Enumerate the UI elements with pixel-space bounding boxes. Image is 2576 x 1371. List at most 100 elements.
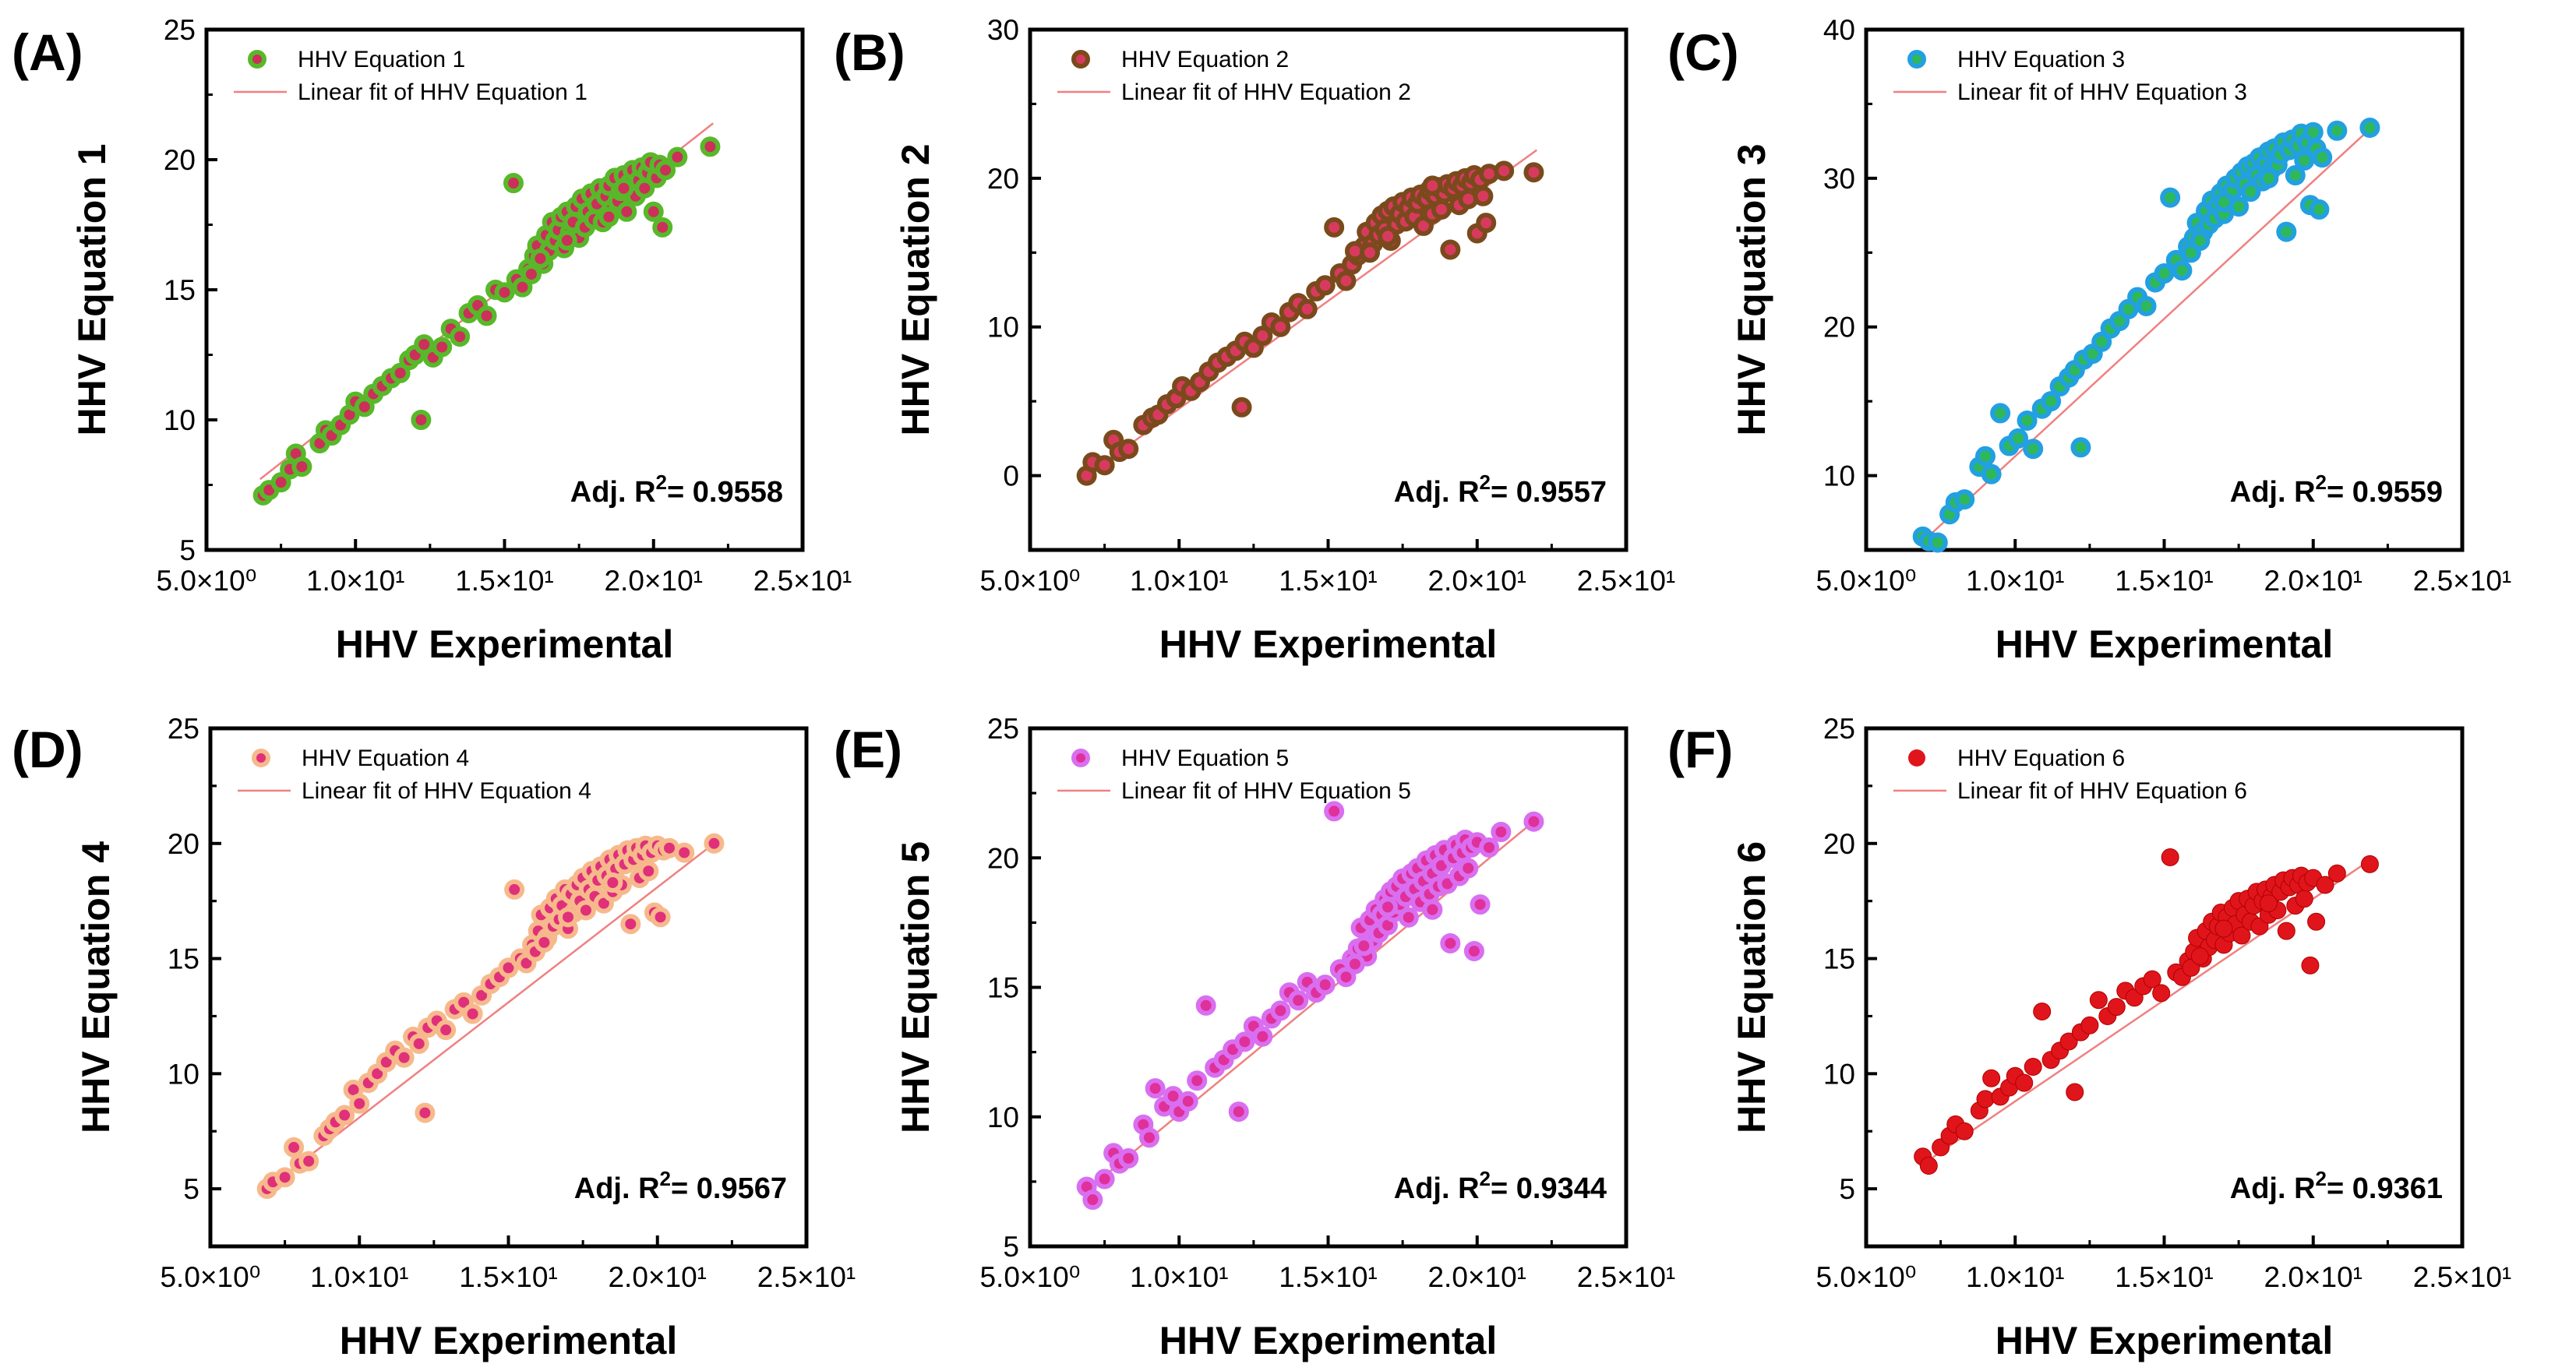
data-point: [2154, 263, 2175, 284]
legend-marker: [252, 749, 270, 767]
data-point: [1353, 936, 1374, 957]
data-point: [1094, 1168, 1115, 1189]
r-squared-annotation: Adj. R2= 0.9557: [1394, 471, 1607, 509]
x-tick-label: 5.0×10⁰: [1816, 565, 1916, 597]
x-tick-label: 2.5×10¹: [1577, 1261, 1676, 1293]
data-point: [598, 206, 619, 227]
y-tick-label: 5: [1003, 1231, 1019, 1263]
data-point: [2041, 391, 2062, 412]
data-point: [2143, 970, 2161, 989]
data-point: [2303, 122, 2324, 143]
data-point: [2214, 192, 2234, 213]
chart-panel: (B) 5.0×10⁰ 1.0×10¹ 1.5×10¹ 2.0×10¹ 2.5×10¹ 0 1…: [834, 14, 1675, 666]
data-point: [534, 932, 555, 953]
data-point: [2285, 165, 2306, 186]
data-point: [650, 907, 671, 928]
data-point: [476, 305, 497, 326]
data-point: [2295, 890, 2313, 908]
legend-label-fit: Linear fit of HHV Equation 2: [1121, 79, 1411, 105]
data-point: [1314, 275, 1336, 296]
data-point: [1118, 1147, 1139, 1168]
data-point: [1234, 1031, 1255, 1052]
y-tick-label: 25: [168, 713, 199, 745]
data-point: [1422, 899, 1443, 920]
data-point: [291, 456, 312, 478]
data-point: [2017, 410, 2038, 431]
data-point: [1336, 270, 1357, 291]
y-tick-label: 20: [987, 163, 1019, 195]
y-tick-label: 25: [1823, 713, 1855, 745]
data-point: [530, 248, 551, 269]
data-point: [2309, 199, 2330, 220]
legend-label-scatter: HHV Equation 3: [1957, 47, 2125, 72]
data-point: [1955, 1122, 1974, 1140]
data-point: [1082, 1189, 1103, 1211]
y-axis-label: HHV Equation 5: [894, 841, 937, 1133]
data-point: [2190, 231, 2211, 252]
x-tick-label: 5.0×10⁰: [160, 1261, 260, 1293]
data-point: [1440, 932, 1461, 953]
y-tick-label: 5: [179, 534, 196, 566]
r-squared-annotation: Adj. R2= 0.9344: [1394, 1167, 1607, 1205]
x-tick-label: 2.0×10¹: [2264, 565, 2363, 597]
y-tick-label: 15: [168, 943, 199, 975]
x-tick-label: 1.5×10¹: [2115, 1261, 2214, 1293]
x-tick-label: 2.5×10¹: [2413, 565, 2512, 597]
x-tick-label: 5.0×10⁰: [979, 565, 1080, 597]
x-axis-label: HHV Experimental: [1159, 1319, 1497, 1362]
data-point: [2360, 855, 2379, 873]
panel-label: (F): [1667, 721, 1733, 778]
data-point: [1231, 396, 1252, 418]
x-tick-label: 5.0×10⁰: [1816, 1261, 1916, 1293]
y-axis-label: HHV Equation 1: [70, 143, 114, 435]
data-point: [2327, 864, 2346, 883]
data-point: [2172, 260, 2193, 281]
data-point: [1324, 801, 1345, 822]
chart-panel: (A) 5.0×10⁰ 1.0×10¹ 1.5×10¹ 2.0×10¹ 2.5×10¹ 5 1…: [12, 14, 852, 666]
data-point: [620, 914, 641, 935]
data-point: [408, 1033, 429, 1054]
legend-label-fit: Linear fit of HHV Equation 3: [1957, 79, 2247, 105]
data-point: [2080, 1016, 2099, 1034]
data-point: [512, 277, 533, 298]
data-point: [390, 362, 411, 383]
r-squared-annotation: Adj. R2= 0.9567: [574, 1167, 787, 1205]
data-point: [1976, 1090, 1995, 1108]
y-tick-label: 10: [987, 1101, 1019, 1133]
x-tick-label: 2.5×10¹: [753, 565, 852, 597]
data-point: [1470, 894, 1491, 915]
data-point: [2190, 947, 2209, 966]
data-point: [393, 1047, 415, 1068]
data-point: [2316, 876, 2334, 894]
x-tick-label: 1.0×10¹: [306, 565, 405, 597]
data-point: [1473, 185, 1494, 206]
x-axis-label: HHV Experimental: [1996, 622, 2333, 666]
data-point: [652, 217, 673, 238]
data-point: [1927, 532, 1948, 553]
x-tick-label: 1.5×10¹: [1279, 1261, 1378, 1293]
legend-label-scatter: HHV Equation 2: [1121, 47, 1289, 72]
panel-label: (B): [834, 23, 905, 81]
x-tick-label: 1.5×10¹: [2115, 565, 2214, 597]
data-point: [1523, 162, 1544, 183]
panel-label: (C): [1667, 23, 1739, 81]
data-point: [1981, 463, 2002, 485]
x-axis-label: HHV Experimental: [1996, 1319, 2333, 1362]
y-tick-label: 10: [164, 404, 196, 436]
plot-frame: [1864, 27, 2465, 552]
data-point: [2259, 894, 2278, 913]
data-point: [504, 879, 525, 900]
data-point: [349, 1093, 370, 1114]
x-tick-label: 2.5×10¹: [2413, 1261, 2512, 1293]
data-point: [270, 472, 291, 493]
legend-marker: [1071, 50, 1090, 69]
panel-label: (E): [834, 721, 902, 778]
x-tick-label: 1.0×10¹: [1966, 565, 2065, 597]
chart-panel: (C) 5.0×10⁰ 1.0×10¹ 1.5×10¹ 2.0×10¹ 2.5×10¹ 10…: [1667, 14, 2511, 666]
data-point: [575, 900, 596, 921]
data-point: [1378, 897, 1398, 918]
data-point: [520, 263, 542, 284]
data-point: [432, 337, 453, 358]
data-point: [1491, 822, 1512, 842]
x-tick-label: 1.0×10¹: [1130, 565, 1229, 597]
